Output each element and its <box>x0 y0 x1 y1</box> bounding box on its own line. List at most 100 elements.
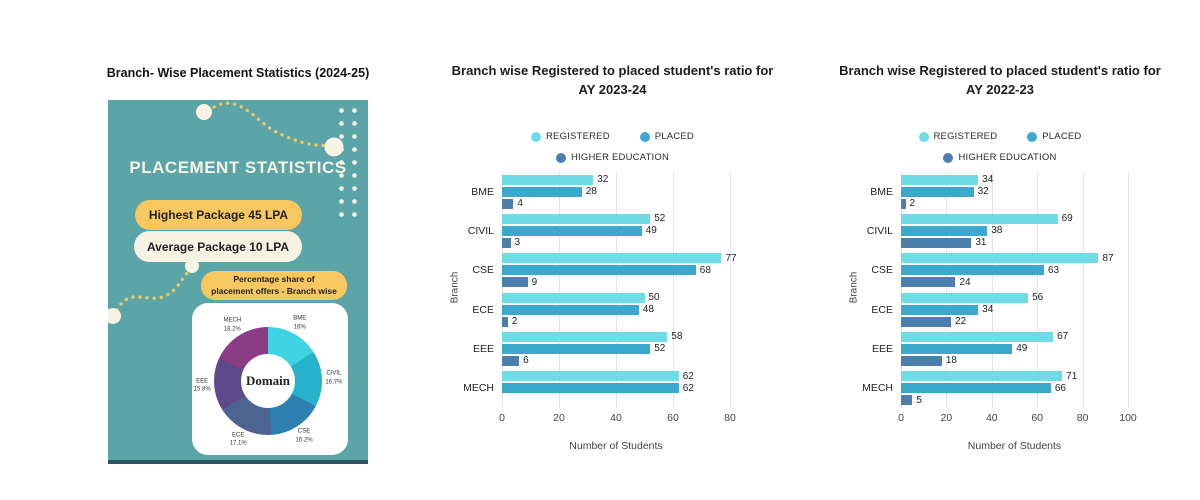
deco-circle-top <box>196 104 212 120</box>
bar-value-label: 4 <box>517 198 523 210</box>
bar <box>901 355 942 366</box>
legend-dot <box>1027 131 1038 142</box>
bar <box>901 174 979 185</box>
bar-row: 63 <box>901 264 1128 276</box>
bar-group: CSE 87 63 24 <box>871 251 1128 290</box>
tick-label: 100 <box>1119 412 1137 424</box>
gridline <box>991 172 993 408</box>
donut-caption-line1: Percentage share of <box>233 274 315 285</box>
donut-hole: Domain <box>241 354 295 408</box>
bar-row: 2 <box>901 198 1128 210</box>
donut-label-name: BME <box>293 315 307 322</box>
tick-label: 0 <box>499 412 505 424</box>
donut-label: CIVIL 16.7% <box>325 370 342 387</box>
y-axis-label: Branch <box>848 271 860 304</box>
donut-label-name: MECH <box>223 318 242 325</box>
bar <box>502 225 642 236</box>
chart-title: Branch wise Registered to placed student… <box>839 63 1161 97</box>
bar <box>901 186 974 197</box>
bar-group: EEE 67 49 18 <box>872 329 1128 368</box>
dots-grid-decoration <box>335 104 362 219</box>
bar-value-label: 5 <box>916 394 922 406</box>
tick-label: 20 <box>940 412 953 424</box>
bar-chart-2022-23: Branch wise Registered to placed student… <box>830 60 1170 460</box>
donut-caption-line2: placement offers - Branch wise <box>211 285 337 296</box>
bar-row: 71 <box>901 370 1128 382</box>
chart-legend: REGISTERED PLACED HIGHER EDUCATION <box>875 131 1125 163</box>
gridline <box>502 172 503 408</box>
bar-row: 2 <box>502 316 730 328</box>
bar-row: 4 <box>502 198 730 210</box>
badge-tail-circle <box>185 259 199 273</box>
legend-item: REGISTERED <box>531 131 610 142</box>
bar <box>901 331 1054 342</box>
legend-item: PLACED <box>1027 131 1081 142</box>
category-label: MECH <box>463 382 494 395</box>
bar-row <box>502 395 730 405</box>
bar-value-label: 71 <box>1066 370 1078 382</box>
chart-title: Branch wise Registered to placed student… <box>451 63 774 97</box>
average-package-badge: Average Package 10 LPA <box>134 231 302 262</box>
bar <box>502 304 639 315</box>
bar <box>901 253 1099 264</box>
bar-row: 50 <box>502 292 730 304</box>
bar <box>502 213 651 224</box>
category-label: MECH <box>862 382 893 395</box>
bar-value-label: 32 <box>977 186 989 198</box>
bar-row: 18 <box>901 355 1128 366</box>
donut-label: CSE 16.2% <box>296 428 313 445</box>
donut-label: EEE 15.8% <box>194 377 211 394</box>
tick-label: 40 <box>610 412 622 424</box>
bar <box>901 292 1029 303</box>
bar <box>901 225 988 236</box>
bar-row: 31 <box>901 237 1128 248</box>
bar-row: 66 <box>901 383 1128 394</box>
bar-row: 38 <box>901 225 1128 236</box>
bar-value-label: 49 <box>645 225 657 237</box>
tick-label: 80 <box>1076 412 1089 424</box>
donut-label-pct: 16.2% <box>295 437 313 444</box>
x-axis-label: Number of Students <box>967 440 1062 452</box>
bar-value-label: 50 <box>648 292 660 304</box>
bar-row: 34 <box>901 174 1128 185</box>
bar-value-label: 2 <box>511 316 518 328</box>
bar <box>901 237 972 248</box>
legend-item: PLACED <box>639 131 694 142</box>
bar-row: 52 <box>502 343 730 354</box>
bar-row: 48 <box>502 304 730 316</box>
plot-area: BME 34 32 2 CIVIL 69 38 31 CSE 87 63 24 ECE 56 34 22 EEE… <box>862 172 1129 408</box>
bar-group: CIVIL 69 38 31 <box>867 211 1128 250</box>
bar <box>502 198 514 209</box>
bar <box>901 395 913 406</box>
category-label: BME <box>471 185 494 198</box>
bar <box>901 277 956 288</box>
bar-value-label: 69 <box>1061 213 1073 225</box>
bar-value-label: 22 <box>954 316 967 328</box>
bar-value-label: 2 <box>909 198 916 210</box>
bar-row: 22 <box>901 316 1128 328</box>
category-label: EEE <box>871 342 893 355</box>
y-axis-label: Branch <box>449 271 461 304</box>
legend-label: HIGHER EDUCATION <box>958 152 1057 163</box>
donut-label: MECH 18.2% <box>223 317 241 334</box>
bar-value-label: 32 <box>597 174 609 186</box>
bar-value-label: 3 <box>514 237 521 249</box>
gridline <box>730 172 731 408</box>
category-label: CIVIL <box>866 224 893 237</box>
legend-dot <box>555 152 566 163</box>
poster-title: Branch- Wise Placement Statistics (2024-… <box>106 66 370 80</box>
bar-group: CIVIL 52 49 3 <box>468 211 730 250</box>
x-axis-ticks: 0 20 40 60 80 100 <box>830 412 1170 426</box>
bar-row: 9 <box>502 277 730 288</box>
bar-value-label: 63 <box>1048 264 1060 276</box>
donut-label: BME 16% <box>293 315 306 332</box>
bar-chart-2023-24: Branch wise Registered to placed student… <box>440 60 785 460</box>
bar-row: 6 <box>502 355 730 366</box>
bar <box>502 331 668 342</box>
bar-value-label: 48 <box>642 304 654 316</box>
bar-group: MECH 71 66 5 <box>862 369 1128 408</box>
legend-dot <box>639 131 650 142</box>
donut-label-pct: 15.8% <box>193 386 211 393</box>
legend-item: HIGHER EDUCATION <box>555 152 669 163</box>
bar-row: 49 <box>901 343 1128 354</box>
